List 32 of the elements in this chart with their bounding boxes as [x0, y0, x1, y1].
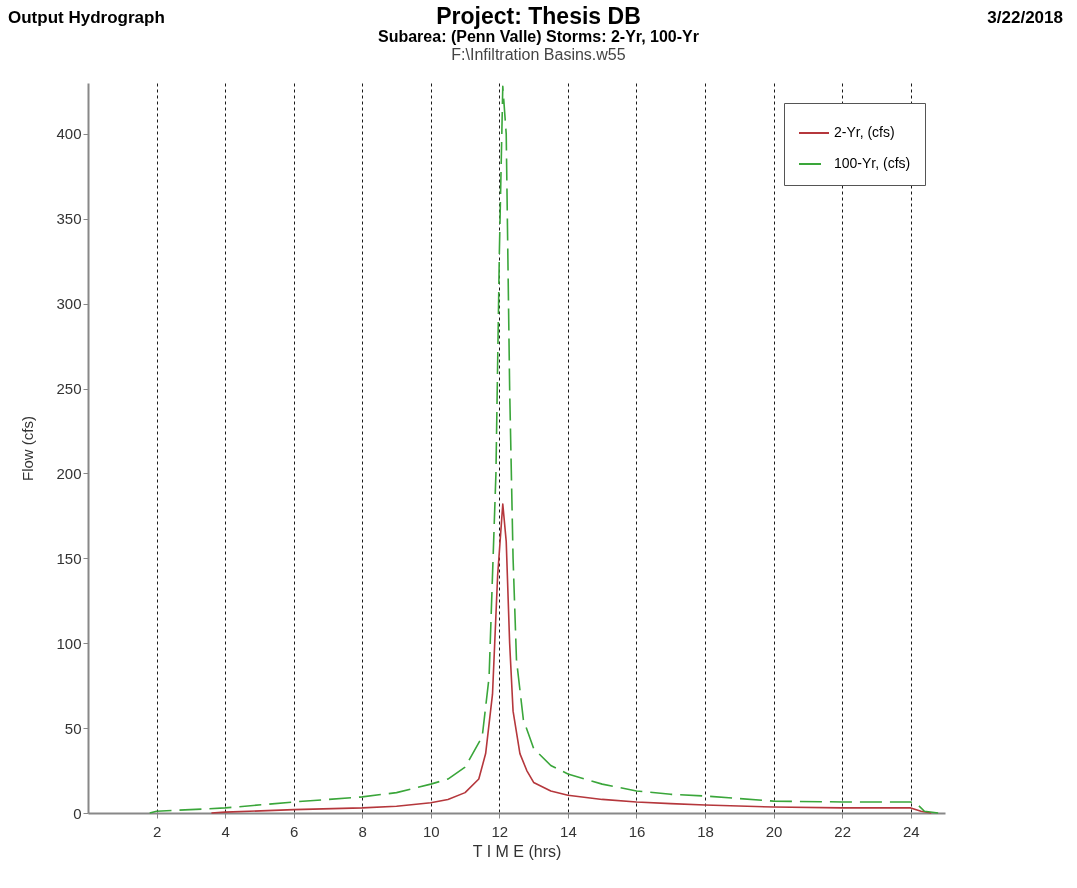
y-tick-label: 150 [56, 549, 82, 567]
y-tick-label: 200 [56, 464, 82, 482]
x-tick-label: 18 [697, 822, 714, 840]
x-tick-label: 6 [290, 822, 299, 840]
text: Output Hydrograph [8, 8, 165, 28]
legend-label: 2-Yr, (cfs) [834, 124, 895, 140]
x-tick-label: 12 [491, 822, 509, 840]
y-tick-label: 300 [56, 295, 82, 313]
x-tick-label: 16 [628, 822, 646, 840]
x-tick-label: 10 [422, 822, 440, 840]
x-tick-label: 4 [221, 822, 230, 840]
chart-subtitle: Subarea: (Penn Valle) Storms: 2-Yr, 100-Yr [377, 28, 700, 46]
y-tick-label: 400 [56, 125, 82, 143]
chart-title: Project: Thesis DB [436, 3, 641, 29]
y-tick-label: 50 [64, 719, 82, 737]
x-tick-label: 24 [902, 822, 920, 840]
x-tick-label: 20 [765, 822, 783, 840]
legend-label: 100-Yr, (cfs) [834, 155, 911, 171]
y-tick-label: 350 [56, 210, 82, 228]
y-axis-title: Flow (cfs) [19, 416, 37, 481]
y-tick-label: 0 [73, 804, 82, 822]
y-tick-label: 250 [56, 380, 82, 398]
y-tick-label: 100 [56, 634, 82, 652]
text: 3/22/2018 [987, 8, 1063, 28]
x-tick-label: 22 [834, 822, 851, 840]
line-series [148, 85, 939, 814]
x-axis-title: T I M E (hrs) [472, 842, 562, 860]
text: F:\Infiltration Basins.w55 [450, 46, 627, 64]
x-tick-label: 8 [358, 822, 367, 840]
line-series [210, 503, 933, 814]
x-tick-label: 2 [152, 822, 162, 840]
x-tick-label: 14 [560, 822, 577, 840]
